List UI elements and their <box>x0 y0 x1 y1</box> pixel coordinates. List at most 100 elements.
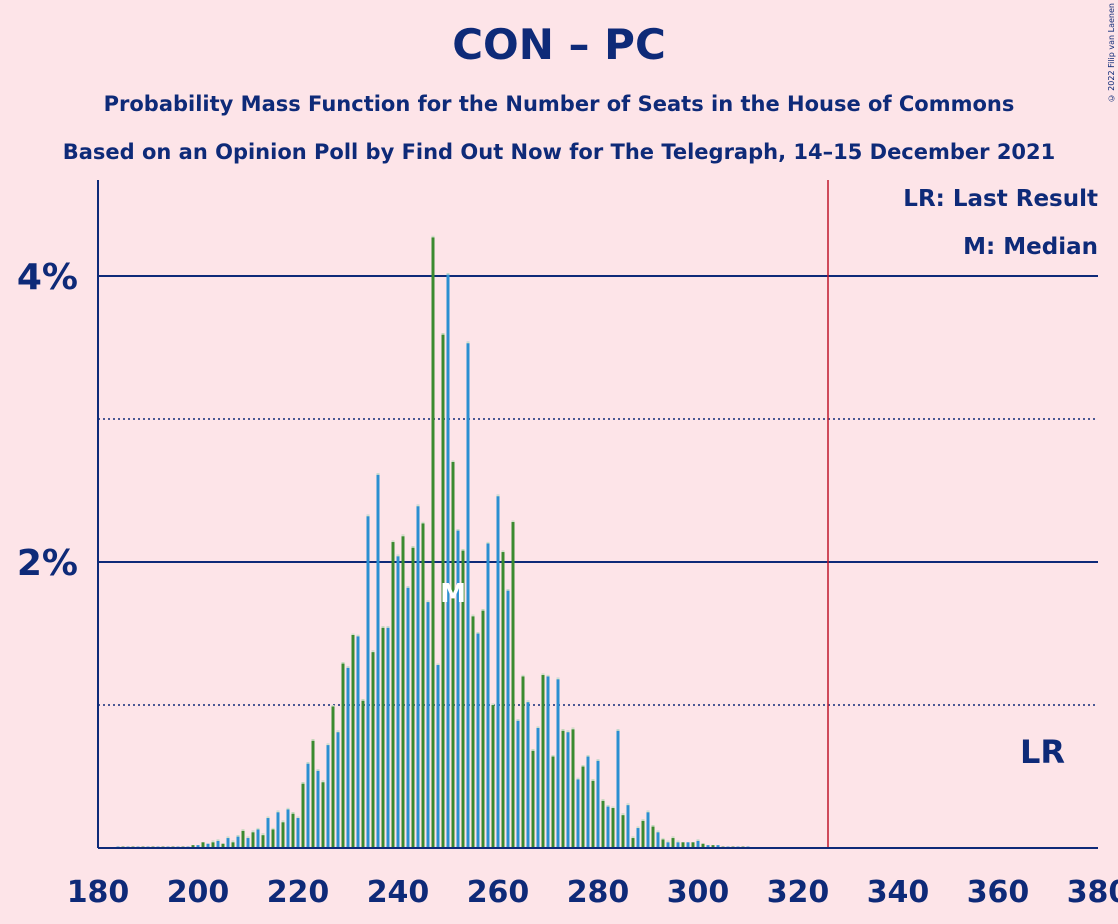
bar <box>201 842 205 848</box>
bar <box>616 729 620 848</box>
bar <box>571 727 575 848</box>
bar-cap <box>376 473 380 475</box>
bar-cap <box>326 743 330 746</box>
bar <box>351 633 355 848</box>
bar-cap <box>256 827 260 830</box>
bar <box>276 810 280 848</box>
bar-cap <box>216 839 220 841</box>
bar <box>536 726 540 848</box>
x-tick-label: 380 <box>1067 875 1118 910</box>
bar <box>356 634 360 848</box>
median-marker: M <box>440 579 466 609</box>
bar-cap <box>276 810 280 813</box>
bar-cap <box>476 632 480 634</box>
bar <box>521 674 525 848</box>
bar <box>606 805 610 848</box>
bar <box>686 842 690 848</box>
bar <box>661 837 665 848</box>
bar-cap <box>481 609 485 611</box>
bar-cap <box>516 719 520 721</box>
bar-cap <box>511 520 515 523</box>
bar <box>371 650 375 848</box>
bar-cap <box>486 541 490 544</box>
bar <box>476 632 480 848</box>
bar <box>246 836 250 848</box>
bar <box>656 830 660 848</box>
axes: 180 200 220 240 260 280 300 320 340 360 380 <box>67 180 1118 910</box>
bar <box>711 845 715 848</box>
bar <box>346 666 350 848</box>
bar-cap <box>451 460 455 462</box>
bar-cap <box>381 626 385 628</box>
bar <box>216 839 220 848</box>
bar-cap <box>401 534 405 537</box>
bar-cap <box>471 614 475 617</box>
bar <box>206 843 210 848</box>
bar-cap <box>496 494 500 497</box>
bar <box>501 550 505 848</box>
bar <box>401 534 405 848</box>
bar <box>541 673 545 848</box>
bar-cap <box>316 769 320 771</box>
legend-median: M: Median <box>963 234 1098 260</box>
bar-cap <box>441 333 445 335</box>
bar <box>421 521 425 848</box>
bar-cap <box>396 554 400 557</box>
bar <box>311 739 315 848</box>
bar <box>666 840 670 848</box>
bar <box>301 782 305 848</box>
bar-cap <box>366 514 370 517</box>
bar-cap <box>231 840 235 843</box>
bar <box>701 843 705 848</box>
bar-cap <box>291 812 295 814</box>
bar <box>596 759 600 848</box>
bar-cap <box>421 521 425 524</box>
bar <box>441 333 445 848</box>
bar-cap <box>286 807 290 810</box>
bar <box>291 812 295 848</box>
bar-cap <box>336 730 340 733</box>
bar-cap <box>436 663 440 666</box>
bar <box>426 600 430 848</box>
bar <box>321 780 325 848</box>
bar-cap <box>536 726 540 728</box>
bar <box>641 819 645 848</box>
bar-cap <box>346 666 350 668</box>
bar <box>451 460 455 848</box>
bar <box>191 845 195 848</box>
bar <box>531 749 535 848</box>
bar <box>416 504 420 848</box>
bar <box>446 273 450 848</box>
x-tick-label: 360 <box>967 875 1030 910</box>
bar <box>491 703 495 848</box>
bar-cap <box>241 829 245 831</box>
chart-subtitle-2: Based on an Opinion Poll by Find Out Now… <box>62 140 1056 164</box>
bar <box>681 842 685 848</box>
bar-cap <box>566 730 570 733</box>
x-tick-label: 220 <box>267 875 330 910</box>
bar <box>506 589 510 848</box>
bar-cap <box>671 836 675 839</box>
x-tick-label: 300 <box>667 875 730 910</box>
bar-cap <box>546 674 550 677</box>
bar-cap <box>236 835 240 837</box>
bar <box>496 494 500 848</box>
bar <box>511 520 515 848</box>
bar-cap <box>656 830 660 833</box>
bar <box>341 662 345 848</box>
bar-cap <box>456 529 460 531</box>
bar-cap <box>261 833 265 836</box>
bar-cap <box>606 805 610 807</box>
bar-cap <box>426 600 430 603</box>
bar-cap <box>651 825 655 827</box>
x-tick-label: 320 <box>767 875 830 910</box>
bar <box>691 842 695 848</box>
bar-cap <box>296 816 300 819</box>
bar <box>326 743 330 848</box>
bar-cap <box>581 765 585 767</box>
bar <box>431 235 435 848</box>
bar-cap <box>246 836 250 839</box>
bar <box>486 541 490 848</box>
y-tick-label: 4% <box>17 257 78 298</box>
bar <box>591 779 595 848</box>
